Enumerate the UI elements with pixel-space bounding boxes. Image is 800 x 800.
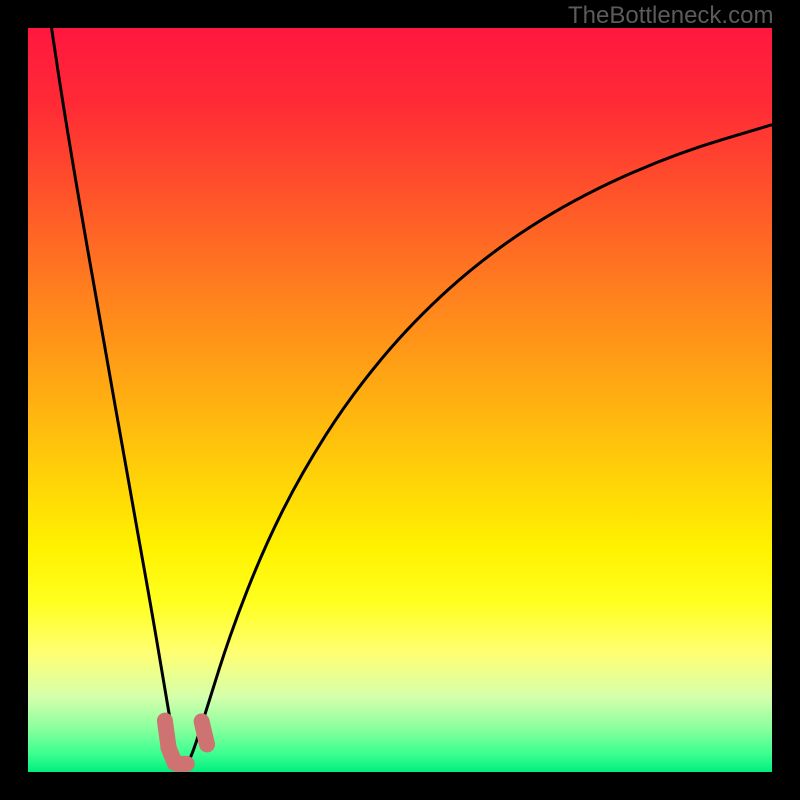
watermark-text: TheBottleneck.com [568, 2, 773, 30]
chart-svg [28, 28, 772, 772]
notch-marker-3 [202, 721, 207, 744]
chart-plot-area [28, 28, 772, 772]
gradient-background [28, 28, 772, 772]
